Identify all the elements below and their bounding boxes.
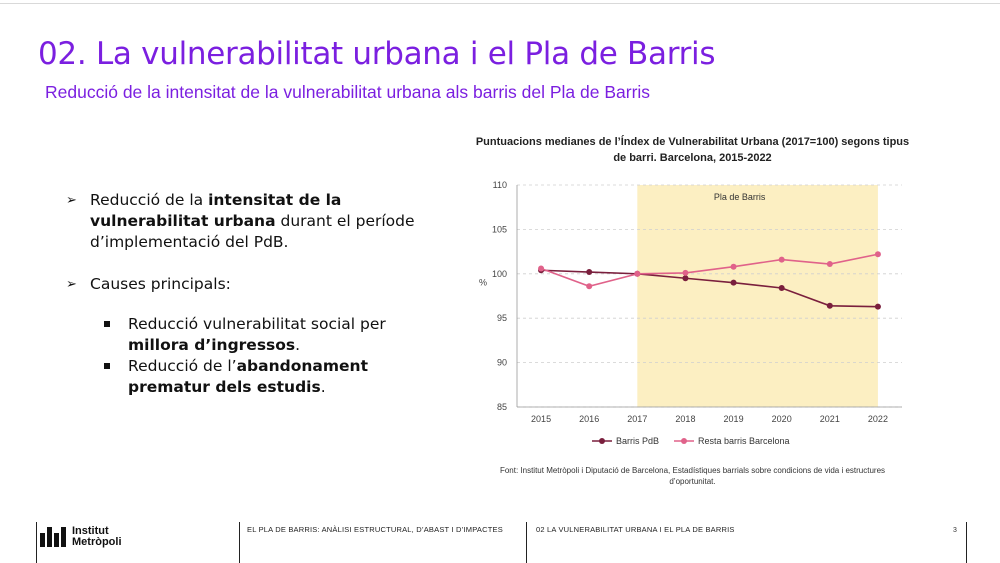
footer-divider [966,522,967,563]
bullet-item-causes: ➢ Causes principals: [66,274,446,295]
page-title: 02. La vulnerabilitat urbana i el Pla de… [38,36,716,72]
footer-chapter-title: 02 LA VULNERABILITAT URBANA I EL PLA DE … [536,525,735,534]
square-bullet-icon [104,321,110,327]
footer-section-title: EL PLA DE BARRIS: ANÀLISI ESTRUCTURAL, D… [247,525,503,534]
sub-bullet-dropout: Reducció de l’abandonament prematur dels… [66,356,446,398]
bullet-item-intensity: ➢ Reducció de la intensitat de la vulner… [66,190,446,253]
data-point [682,269,689,276]
y-tick-label: 85 [497,402,507,412]
x-tick-label: 2020 [772,414,792,424]
page-number: 3 [953,527,957,534]
data-point [874,303,881,310]
data-point [826,302,833,309]
bullet-text: . [295,336,301,354]
page-subtitle: Reducció de la intensitat de la vulnerab… [45,82,651,102]
logo-text-line1: Institut [72,525,109,537]
series-line [541,269,878,308]
x-tick-label: 2018 [675,414,695,424]
data-point [730,263,737,270]
bullet-bold-text: abandonament prematur dels estudis [128,357,368,396]
bullet-list: ➢ Reducció de la intensitat de la vulner… [66,190,446,398]
footer-divider [239,522,240,563]
x-tick-label: 2015 [531,414,551,424]
data-point [634,270,641,277]
data-point [682,275,689,282]
y-tick-label: 95 [497,313,507,323]
x-tick-label: 2016 [579,414,599,424]
logo-text-line2: Metròpoli [72,536,122,548]
bullet-text: durant el període d’implementació del Pd… [90,212,415,251]
y-tick-label: 100 [492,269,507,279]
footer-divider [526,522,527,563]
bullet-text: . [320,378,326,396]
bullet-bold-text: millora d’ingressos [128,336,296,354]
arrow-bullet-icon: ➢ [66,277,77,292]
institut-metropoli-logo: Institut Metròpoli [40,526,122,548]
y-tick-label: 110 [493,180,507,190]
sub-bullet-income: Reducció vulnerabilitat social per millo… [66,314,446,356]
y-tick-label: 90 [497,358,507,368]
chart-title: Puntuacions medianes de l’Índex de Vulne… [475,136,910,164]
vulnerability-line-chart: Pla de Barris 85 90 95 100 105 110% 2015 2016 201… [479,180,902,446]
y-tick-label: 105 [492,224,507,234]
x-tick-label: 2017 [627,414,647,424]
bullet-text: Reducció de la [90,191,209,209]
legend-label: Resta barris Barcelona [698,436,790,446]
data-point [826,261,833,268]
series-line [540,253,879,288]
data-point [778,256,785,263]
data-point [874,251,881,258]
data-point [778,285,785,292]
shaded-region-label: Pla de Barris [714,192,766,202]
legend-label: Barris PdB [616,436,659,446]
y-axis-label: % [479,278,487,288]
x-tick-label: 2019 [724,414,744,424]
data-point [538,265,545,272]
data-point [586,269,593,276]
bullet-text: Reducció de l’ [128,357,237,375]
x-tick-label: 2022 [868,414,888,424]
chart-source: Font: Institut Metròpoli i Diputació de … [499,466,886,486]
data-point [730,279,737,286]
square-bullet-icon [104,363,110,369]
top-divider [0,3,1000,4]
logo-mark-icon [40,527,66,547]
arrow-bullet-icon: ➢ [66,193,77,208]
legend-marker [599,438,605,444]
bullet-bold-text: intensitat de la vulnerabilitat urbana [90,191,342,230]
legend-marker [681,438,687,444]
shaded-region [637,185,878,407]
data-point [586,283,593,290]
x-tick-label: 2021 [820,414,840,424]
bullet-text: Causes principals: [90,275,231,293]
footer-divider [36,522,37,563]
bullet-text: Reducció vulnerabilitat social per [128,315,386,333]
